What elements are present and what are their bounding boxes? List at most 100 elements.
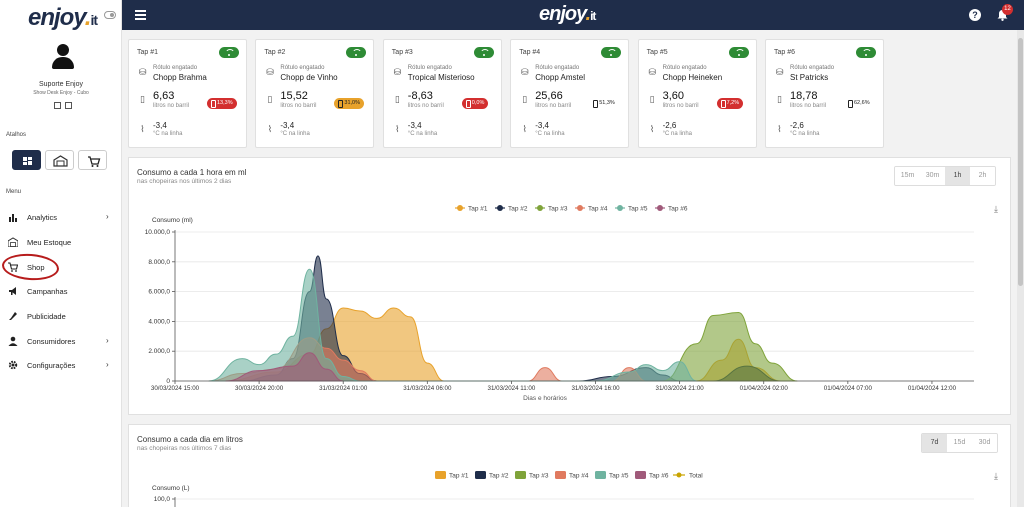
x-tick-label: 31/03/2024 21:00 [656, 385, 705, 392]
legend-swatch [635, 471, 646, 479]
tap-card[interactable]: Tap #6 ⛁ Rótulo engatado St Patricks ▯ 18,78 l… [765, 39, 884, 148]
page-scrollbar[interactable] [1017, 30, 1024, 507]
x-tick-label: 31/03/2024 11:00 [488, 385, 536, 392]
range-7d-button[interactable]: 7d [922, 434, 947, 452]
rotulo-label: Rótulo engatado [407, 65, 452, 71]
download-icon[interactable]: ⤓ [994, 204, 998, 214]
y-tick-label: 4.000,0 [148, 318, 170, 325]
bar-chart-icon [9, 214, 17, 222]
top-brand-logo[interactable]: enjoy.it [539, 3, 596, 25]
shortcut-stock[interactable] [45, 150, 74, 170]
tap-card[interactable]: Tap #3 ⛁ Rótulo engatado Tropical Misterios… [382, 39, 502, 148]
menu-item-shop[interactable]: Shop [0, 256, 122, 280]
menu-item-label: Configurações [27, 361, 76, 370]
user-actions [54, 102, 76, 111]
hourly-consumption-chart: Tap #1 Tap #2 Tap #3 Tap #4 Tap #5 Tap #6 Cons… [145, 205, 974, 402]
range-15m-button[interactable]: 15m [895, 167, 920, 185]
cart-icon [88, 156, 101, 167]
logout-icon[interactable] [65, 102, 72, 109]
user-subtitle: Show Desk Enjoy - Cubo [33, 90, 89, 96]
person-icon [8, 336, 18, 346]
legend-label: Tap #3 [548, 206, 568, 213]
avatar[interactable] [52, 44, 74, 70]
theme-toggle[interactable] [104, 11, 116, 19]
hourly-range-selector: 15m 30m 1h 2h [894, 166, 996, 186]
legend-item: Tap #4 [555, 471, 589, 480]
line-temperature: -2,6 [790, 121, 804, 130]
tap-card[interactable]: Tap #2 ⛁ Rótulo engatado Chopp de Vinho ▯ 15,… [255, 39, 375, 148]
y-tick-label: 2.000,0 [148, 348, 170, 355]
legend-item: Tap #3 [515, 471, 549, 480]
legend-label: Tap #5 [628, 206, 648, 213]
shortcut-dashboard[interactable] [12, 150, 41, 170]
menu-item-advertising[interactable]: Publicidade [0, 305, 122, 329]
tap-card[interactable]: Tap #4 ⛁ Rótulo engatado Chopp Amstel ▯ 25,66… [510, 39, 630, 148]
profile-card-icon[interactable] [54, 102, 61, 109]
thermometer-icon: ⌇ [522, 124, 527, 134]
help-icon[interactable]: ? [969, 9, 981, 21]
scrollbar-thumb[interactable] [1018, 38, 1023, 286]
legend-label: Tap #5 [609, 473, 629, 480]
megaphone-icon [9, 287, 16, 295]
legend-item: Tap #4 [575, 205, 608, 213]
range-2h-button[interactable]: 2h [970, 167, 995, 185]
barrel-percent-badge: 31,0% [334, 98, 364, 109]
sidebar: enjoy.it Suporte Enjoy Show Desk Enjoy -… [0, 0, 122, 507]
legend-item: Tap #5 [595, 471, 629, 480]
tap-title: Tap #3 [391, 49, 413, 56]
barrel-liters: -8,63 [407, 90, 433, 102]
legend-item: Tap #6 [635, 471, 669, 480]
hourly-chart-subtitle: nas chopeiras nos últimos 2 dias [137, 178, 232, 185]
y-axis-label: Consumo (L) [152, 485, 190, 492]
hamburger-menu-icon[interactable] [135, 10, 146, 20]
range-30d-button[interactable]: 30d [972, 434, 997, 452]
download-icon[interactable]: ⤓ [994, 471, 998, 481]
legend-item: Tap #3 [535, 205, 568, 213]
thermometer-icon: ⌇ [649, 124, 655, 134]
legend-marker [457, 205, 463, 211]
rotulo-label: Rótulo engatado [535, 65, 580, 71]
temperature-unit: °C na linha [535, 131, 565, 137]
tap-card[interactable]: Tap #5 ⛁ Rótulo engatado Chopp Heineken ▯ 3,6… [637, 39, 757, 148]
rotulo-label: Rótulo engatado [662, 65, 707, 71]
range-15d-button[interactable]: 15d [947, 434, 972, 452]
menu-item-analytics[interactable]: Analytics › [0, 206, 122, 230]
range-30m-button[interactable]: 30m [920, 167, 945, 185]
barrel-liters: 15,52 [280, 90, 308, 102]
legend-item: Tap #2 [475, 471, 509, 480]
top-bar: enjoy.it ? 12 [122, 0, 1024, 30]
menu-item-settings[interactable]: Configurações › [0, 354, 122, 378]
legend-marker [657, 205, 663, 211]
shortcut-shop[interactable] [78, 150, 107, 170]
tap-title: Tap #2 [264, 49, 286, 56]
x-tick-label: 01/04/2024 07:00 [824, 385, 873, 392]
y-tick-label: 8.000,0 [148, 259, 170, 266]
warehouse-icon [8, 237, 18, 247]
barrel-unit: litros no barril [790, 103, 827, 109]
legend-item: Tap #6 [655, 205, 688, 213]
legend-swatch [595, 471, 606, 479]
barrel-liters: 18,78 [790, 90, 818, 102]
user-name: Suporte Enjoy [39, 81, 83, 88]
line-temperature: -3,4 [535, 121, 549, 130]
beer-name: Chopp Brahma [153, 73, 207, 82]
tap-title: Tap #5 [646, 49, 668, 56]
user-profile: Suporte Enjoy Show Desk Enjoy - Cubo [0, 36, 122, 120]
y-tick-label: 10.000,0 [145, 229, 171, 236]
menu-item-label: Analytics [27, 213, 58, 222]
temperature-unit: °C na linha [153, 131, 183, 137]
tap-title: Tap #4 [519, 49, 541, 56]
tap-title: Tap #6 [774, 49, 796, 56]
menu-item-campaigns[interactable]: Campanhas [0, 280, 122, 304]
menu-item-stock[interactable]: Meu Estoque [0, 231, 122, 255]
range-1h-button[interactable]: 1h [945, 167, 970, 185]
barrel-liters: 3,60 [662, 90, 685, 102]
brand-logo[interactable]: enjoy.it [28, 4, 98, 31]
legend-label: Tap #1 [468, 206, 488, 213]
barrel-unit: litros no barril [407, 103, 444, 109]
y-tick-label: 100,0 [154, 496, 171, 503]
tap-card[interactable]: Tap #1 ⛁ Rótulo engatado Chopp Brahma ▯ 6,63 l… [128, 39, 247, 148]
menu-item-consumers[interactable]: Consumidores › [0, 330, 122, 354]
thermometer-icon: ⌇ [777, 124, 782, 134]
legend-label: Total [689, 473, 703, 480]
